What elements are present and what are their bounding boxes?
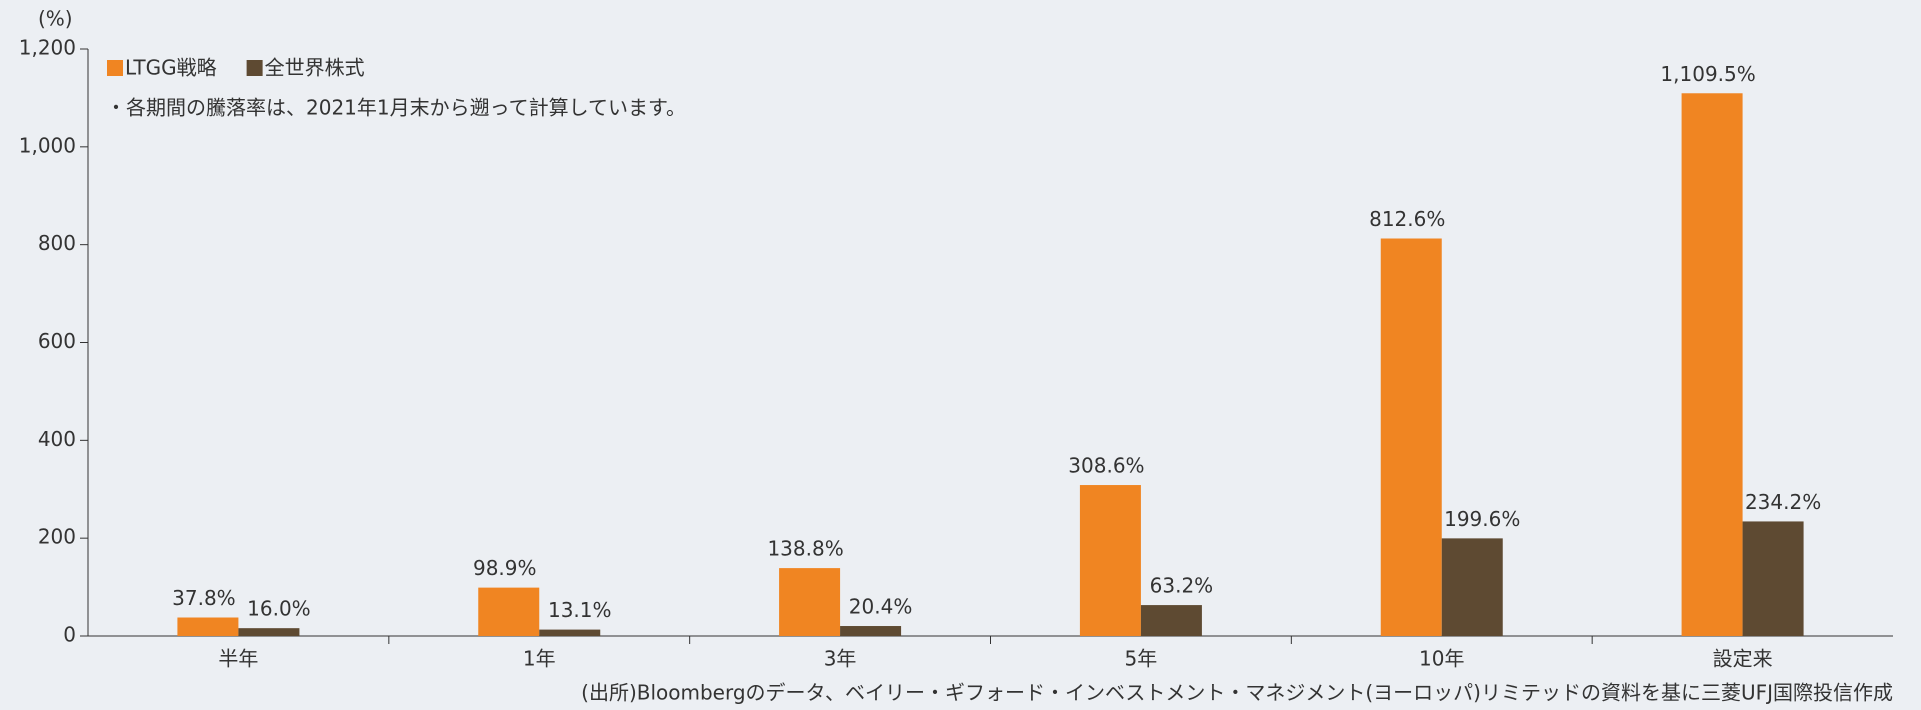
bar <box>478 587 540 636</box>
y-tick-label: 0 <box>63 623 76 647</box>
value-label: 16.0% <box>247 597 311 621</box>
legend-label: 全世界株式 <box>265 56 365 80</box>
x-tick-label: 1年 <box>523 647 556 671</box>
bar <box>177 617 239 636</box>
legend-swatch <box>246 60 263 76</box>
bar <box>840 626 902 636</box>
x-tick-label: 3年 <box>824 647 857 671</box>
y-axis-label: (%) <box>38 7 73 31</box>
value-label: 63.2% <box>1150 574 1214 598</box>
y-tick-label: 800 <box>38 231 76 255</box>
x-tick-label: 半年 <box>218 647 258 671</box>
y-tick-label: 400 <box>38 427 76 451</box>
bar <box>539 629 601 636</box>
value-label: 1,109.5% <box>1660 62 1755 86</box>
bar <box>1380 238 1442 636</box>
value-label: 812.6% <box>1369 207 1445 231</box>
legend-swatch <box>107 60 123 76</box>
x-tick-label: 10年 <box>1419 647 1464 671</box>
y-tick-label: 1,000 <box>19 133 76 157</box>
value-label: 98.9% <box>473 556 537 580</box>
value-label: 199.6% <box>1444 507 1520 531</box>
x-tick-label: 5年 <box>1125 647 1158 671</box>
bar <box>1441 538 1503 636</box>
bar <box>1079 485 1141 636</box>
value-label: 20.4% <box>849 595 913 619</box>
legend-label: LTGG戦略 <box>125 56 217 80</box>
bar <box>1742 521 1804 636</box>
x-tick-label: 設定来 <box>1713 647 1773 671</box>
bar <box>1140 605 1202 636</box>
y-tick-label: 600 <box>38 329 76 353</box>
value-label: 308.6% <box>1068 454 1144 478</box>
y-tick-label: 200 <box>38 525 76 549</box>
value-label: 37.8% <box>172 586 236 610</box>
note: ・各期間の騰落率は、2021年1月末から遡って計算しています。 <box>106 96 686 120</box>
value-label: 234.2% <box>1745 490 1821 514</box>
value-label: 138.8% <box>767 537 843 561</box>
value-label: 13.1% <box>548 598 612 622</box>
source: (出所)Bloombergのデータ、ベイリー・ギフォード・インベストメント・マネ… <box>581 681 1893 705</box>
bar <box>238 628 300 636</box>
bar <box>1681 93 1743 636</box>
bar <box>779 568 841 636</box>
y-tick-label: 1,200 <box>19 36 76 60</box>
